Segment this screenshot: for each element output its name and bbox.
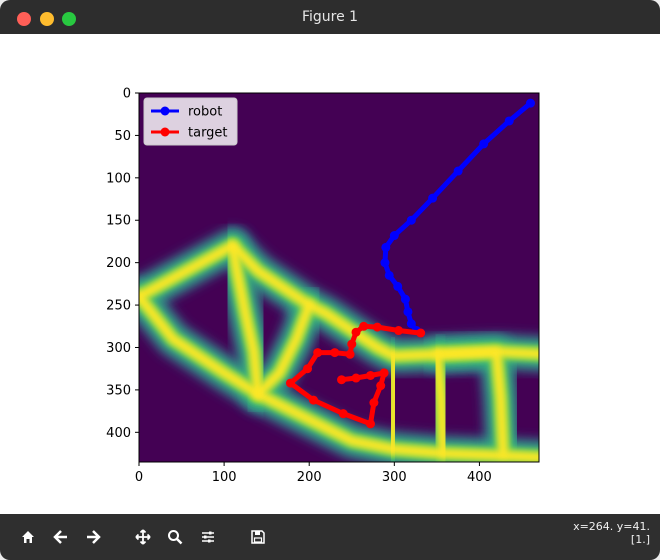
target-point-6 — [345, 349, 355, 359]
axes-ticks: 0 100 200 300 400 0 50 100 150 200 250 300 350 400 — [106, 87, 492, 486]
minimize-button[interactable] — [40, 12, 54, 26]
field-band-3-2 — [228, 241, 263, 399]
robot-point-9 — [384, 270, 394, 280]
robot-point-5 — [406, 215, 416, 225]
y-tick-label-2: 100 — [106, 171, 131, 186]
robot-point-1 — [504, 116, 514, 126]
target-point-11 — [308, 395, 318, 405]
y-tick-label-6: 300 — [106, 341, 131, 356]
close-button[interactable] — [17, 12, 31, 26]
target-point-3 — [359, 321, 369, 331]
y-tick-label-1: 50 — [114, 129, 131, 144]
robot-point-0 — [525, 98, 535, 108]
cursor-value: [1.] — [630, 533, 650, 546]
target-point-14 — [369, 398, 379, 408]
target-point-0 — [416, 328, 426, 338]
target-point-7 — [330, 348, 340, 358]
field-band-3-5 — [432, 347, 508, 458]
robot-point-13 — [406, 319, 416, 329]
target-point-15 — [376, 381, 386, 391]
legend-target-label: target — [188, 126, 228, 141]
target-point-13 — [365, 419, 375, 429]
save-button[interactable] — [247, 526, 269, 548]
target-point-5 — [347, 339, 357, 349]
target-point-2 — [372, 322, 382, 332]
x-tick-label-4: 400 — [467, 470, 492, 485]
robot-point-6 — [389, 231, 399, 241]
sliders-icon — [202, 531, 214, 543]
back-button[interactable] — [50, 526, 72, 548]
target-point-10 — [285, 378, 295, 388]
robot-point-2 — [479, 139, 489, 149]
forward-button[interactable] — [82, 526, 104, 548]
x-tick-label-2: 200 — [297, 470, 322, 485]
configure-subplots-button[interactable] — [197, 526, 219, 548]
field-band-3-6 — [432, 350, 448, 458]
y-tick-label-5: 250 — [106, 299, 131, 314]
maximize-button[interactable] — [62, 12, 76, 26]
target-point-12 — [338, 409, 348, 419]
robot-line — [382, 100, 533, 336]
y-tick-label-4: 200 — [106, 256, 131, 271]
target-point-18 — [351, 373, 361, 383]
figure-canvas[interactable]: 0 100 200 300 400 0 50 100 150 200 250 300 350 400 ro… — [0, 34, 660, 514]
zoom-button[interactable] — [164, 526, 186, 548]
plot-svg[interactable]: 0 100 200 300 400 0 50 100 150 200 250 300 350 400 ro… — [0, 34, 660, 514]
series-layer — [285, 98, 535, 429]
pan-button[interactable] — [132, 526, 154, 548]
cursor-coordinates: x=264. y=41. — [573, 520, 650, 533]
robot-point-12 — [403, 307, 413, 317]
robot-point-4 — [428, 193, 438, 203]
home-button[interactable] — [17, 526, 39, 548]
field-band-3-4 — [387, 352, 399, 454]
floppy-icon — [251, 530, 265, 544]
robot-point-8 — [380, 258, 390, 268]
legend-robot-label: robot — [188, 105, 222, 120]
home-icon — [22, 531, 34, 543]
robot-point-7 — [381, 242, 391, 252]
target-point-9 — [303, 364, 313, 374]
target-point-19 — [337, 375, 347, 385]
window-title: Figure 1 — [301, 9, 359, 25]
plot-frame — [138, 92, 540, 463]
target-point-16 — [379, 368, 389, 378]
field-layer — [139, 228, 539, 462]
navigation-toolbar: x=264. y=41. [1.] — [0, 514, 660, 560]
robot-point-10 — [393, 281, 403, 291]
x-tick-label-1: 100 — [212, 470, 237, 485]
arrow-right-icon — [87, 530, 101, 544]
target-point-1 — [394, 326, 404, 336]
legend-robot-marker — [160, 106, 170, 116]
magnifier-icon — [168, 530, 183, 545]
robot-point-3 — [453, 166, 463, 176]
move-icon — [135, 529, 151, 545]
legend-target-marker — [160, 127, 170, 137]
y-tick-label-8: 400 — [106, 426, 131, 441]
x-tick-label-0: 0 — [135, 470, 143, 485]
y-tick-label-7: 350 — [106, 383, 131, 398]
target-point-8 — [313, 348, 323, 358]
target-point-17 — [365, 370, 375, 380]
field-band-3-1 — [139, 292, 539, 462]
x-tick-label-3: 300 — [382, 470, 407, 485]
legend: robot target — [143, 97, 238, 146]
y-tick-label-0: 0 — [123, 87, 131, 102]
status-readout: x=264. y=41. [1.] — [573, 520, 650, 546]
title-bar[interactable]: Figure 1 — [0, 0, 660, 34]
y-tick-label-3: 150 — [106, 214, 131, 229]
robot-point-11 — [400, 294, 410, 304]
arrow-left-icon — [53, 530, 67, 544]
target-point-4 — [351, 327, 361, 337]
field-band-3-3 — [254, 301, 314, 399]
